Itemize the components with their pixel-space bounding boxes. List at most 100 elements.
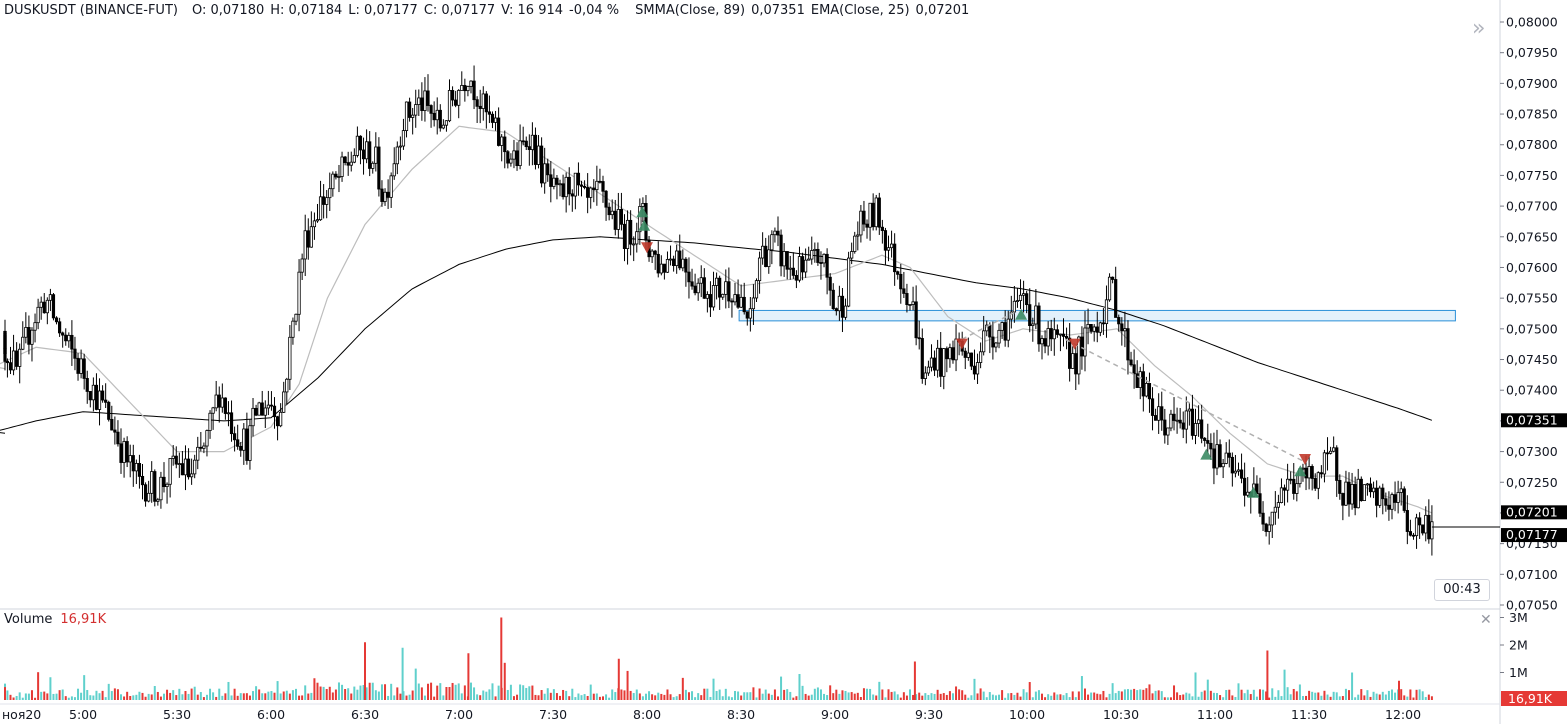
candle-body — [613, 210, 617, 230]
candle-body — [1080, 336, 1084, 357]
volume-bar — [162, 693, 165, 700]
volume-bar — [1252, 689, 1255, 700]
candle-body — [1390, 494, 1394, 510]
signal-markers — [636, 206, 1311, 498]
volume-bar — [1074, 697, 1077, 700]
ema-label[interactable]: EMA(Close, 25) — [810, 2, 910, 18]
candle-body — [104, 399, 108, 403]
price-tick-label: 0,07850 — [1506, 107, 1558, 122]
candle-body — [346, 162, 350, 166]
candle-body — [761, 245, 765, 259]
time-label: 10:30 — [1103, 707, 1139, 722]
candle-body — [1212, 448, 1216, 469]
candle-body — [776, 230, 780, 236]
volume-bar — [921, 695, 924, 700]
sell-signal-icon[interactable] — [955, 338, 968, 350]
volume-bar — [1403, 695, 1406, 700]
smma-label[interactable]: SMMA(Close, 89) — [635, 2, 746, 18]
candle-body — [751, 297, 756, 310]
candle-body — [1227, 452, 1231, 458]
volume-bar — [252, 691, 255, 700]
candle-body — [205, 430, 209, 447]
candle-body — [490, 113, 495, 123]
volume-bar — [1308, 690, 1311, 700]
buy-signal-icon[interactable] — [638, 219, 651, 231]
candle-body — [650, 250, 654, 258]
price-tick-label: 0,07750 — [1506, 168, 1558, 183]
volume-bar — [1007, 693, 1010, 700]
volume-bar — [1381, 691, 1384, 700]
sell-signal-icon[interactable] — [641, 242, 653, 254]
close-pane-icon[interactable]: ✕ — [1480, 612, 1492, 628]
candle-body — [616, 208, 620, 230]
volume-bar — [700, 695, 703, 700]
candle-body — [1086, 324, 1090, 329]
volume-bar — [1369, 696, 1372, 700]
candle-body — [294, 313, 298, 322]
volume-bar — [491, 683, 494, 700]
volume-bar — [1249, 694, 1252, 700]
candle-body — [828, 276, 832, 291]
volume-bar — [718, 689, 721, 700]
volume-bar — [694, 697, 697, 700]
volume-bar — [1108, 693, 1111, 700]
candle-body — [1175, 419, 1179, 422]
trend-line[interactable] — [1064, 338, 1306, 463]
volume-bar — [951, 693, 954, 700]
candle-body — [1396, 492, 1400, 503]
price-tick-label: 0,07900 — [1506, 76, 1558, 91]
volume-bar — [433, 696, 436, 700]
volume-bar — [304, 685, 307, 700]
candle-body — [61, 332, 65, 336]
volume-bar — [525, 687, 528, 700]
ema-price-badge-label: 0,07201 — [1506, 504, 1558, 519]
volume-bar — [795, 696, 798, 700]
candle-body — [625, 219, 630, 249]
candle-body — [291, 320, 295, 338]
candle-body — [1218, 444, 1222, 468]
volume-bar — [40, 691, 43, 700]
time-label: 8:00 — [633, 707, 661, 722]
candle-body — [521, 140, 525, 143]
sell-signal-icon[interactable] — [1068, 338, 1081, 350]
buy-signal-icon[interactable] — [1015, 308, 1028, 320]
candle-body — [54, 317, 59, 323]
buy-signal-icon[interactable] — [636, 206, 649, 218]
candle-body — [1319, 472, 1323, 475]
scroll-right-icon[interactable]: » — [1472, 16, 1486, 41]
candle-body — [113, 429, 117, 433]
buy-signal-icon[interactable] — [1200, 448, 1213, 460]
volume-bar — [881, 689, 884, 700]
candle-body — [1282, 487, 1287, 491]
sell-signal-icon[interactable] — [1299, 453, 1311, 465]
volume-bar — [473, 687, 476, 700]
volume-bar — [439, 683, 442, 700]
candle-body — [88, 391, 92, 401]
buy-signal-icon[interactable] — [1294, 465, 1307, 477]
volume-bar — [562, 689, 565, 700]
volume-bar — [730, 697, 733, 700]
buy-signal-icon[interactable] — [1247, 486, 1260, 498]
candle-body — [1132, 364, 1136, 375]
candle-body — [847, 257, 851, 307]
candle-body — [629, 219, 633, 245]
volume-bar — [1234, 696, 1237, 700]
volume-bar — [9, 694, 12, 700]
candle-body — [668, 258, 673, 261]
volume-bar — [982, 691, 985, 700]
candle-body — [1387, 504, 1391, 510]
symbol-name[interactable]: DUSKUSDT (BINANCE-FUT) — [4, 2, 178, 18]
candle-body — [586, 187, 590, 198]
candle-body — [128, 455, 132, 463]
trend-line[interactable] — [961, 309, 1019, 340]
candle-body — [300, 258, 304, 273]
candle-body — [859, 210, 863, 236]
volume-bar — [30, 690, 33, 700]
candle-body — [119, 443, 123, 463]
volume-title[interactable]: Volume — [4, 612, 53, 627]
volume-bar — [1344, 688, 1347, 700]
candle-body — [1040, 338, 1044, 345]
volume-tick-label: 3M — [1509, 610, 1528, 625]
